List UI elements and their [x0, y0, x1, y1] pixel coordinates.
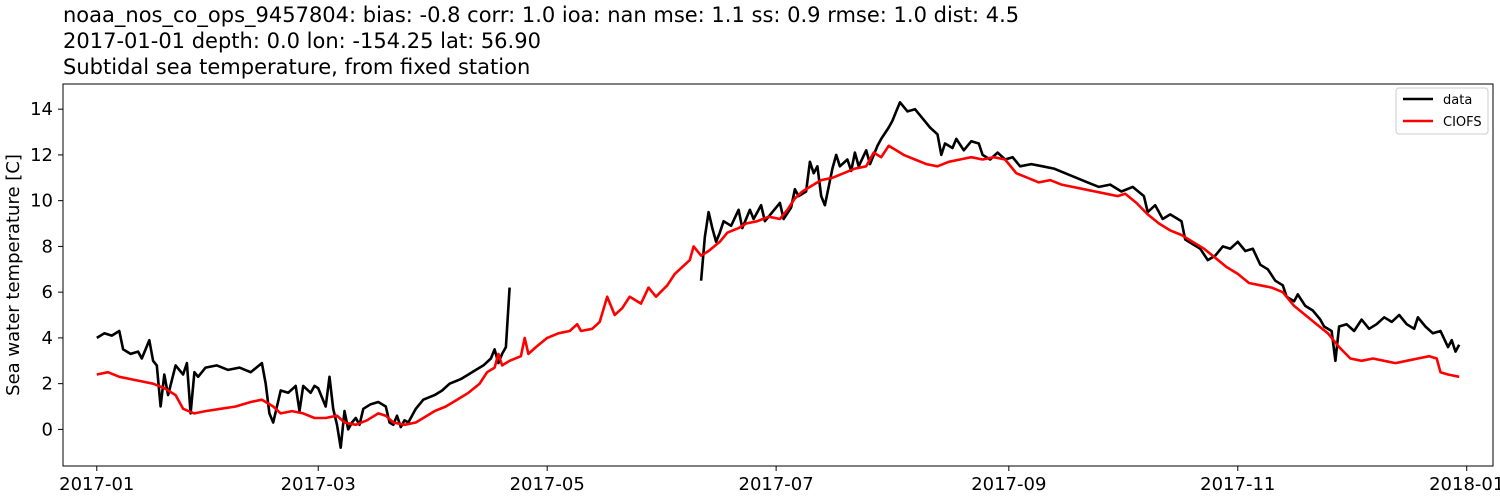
x-tick-label: 2017-09: [971, 474, 1046, 495]
x-tick-label: 2017-05: [510, 474, 585, 495]
series-line-data: [96, 287, 511, 450]
plot-frame: [62, 83, 1494, 467]
y-tick-label: 12: [30, 145, 53, 166]
x-tick-label: 2017-07: [739, 474, 814, 495]
x-tick-label: 2018-01: [1429, 474, 1500, 495]
y-tick-label: 14: [30, 99, 53, 120]
x-tick-label: 2017-11: [1200, 474, 1275, 495]
x-tick-label: 2017-03: [281, 474, 356, 495]
legend-label-data: data: [1443, 93, 1472, 108]
y-tick-label: 0: [42, 419, 53, 440]
axis-ticks: 2017-01 2017-03 2017-05 2017-07 2017-09 2017-…: [30, 99, 1500, 495]
legend: data CIOFS: [1395, 87, 1489, 135]
y-axis-label: Sea water temperature [C]: [3, 154, 24, 396]
legend-label-ciofs: CIOFS: [1443, 115, 1482, 130]
series-line-data: [699, 101, 1461, 363]
y-tick-label: 8: [42, 236, 53, 257]
series-lines: [96, 101, 1461, 450]
chart-title-line-2: 2017-01-01 depth: 0.0 lon: -154.25 lat: …: [63, 29, 541, 53]
y-tick-label: 10: [30, 191, 53, 212]
chart-title-line-1: noaa_nos_co_ops_9457804: bias: -0.8 corr…: [63, 3, 1019, 28]
x-tick-label: 2017-01: [59, 474, 134, 495]
y-tick-label: 2: [42, 374, 53, 395]
y-tick-label: 6: [42, 282, 53, 303]
chart-title-line-3: Subtidal sea temperature, from fixed sta…: [63, 55, 530, 79]
y-tick-label: 4: [42, 328, 53, 349]
series-line-ciofs: [96, 144, 1460, 427]
